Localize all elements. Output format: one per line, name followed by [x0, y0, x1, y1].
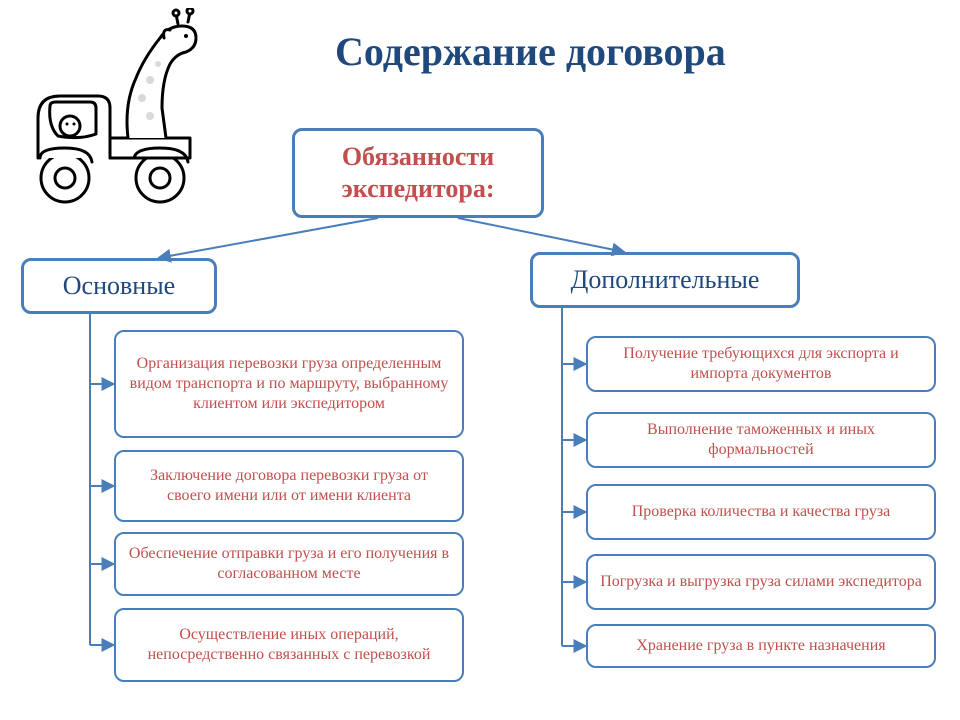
root-line2: экспедитора: [342, 174, 495, 203]
extra-item-text: Хранение груза в пункте назначения [636, 636, 885, 656]
truck-giraffe-icon [10, 8, 220, 213]
main-item-text: Организация перевозки груза определенным… [128, 354, 450, 414]
main-item: Обеспечение отправки груза и его получен… [114, 532, 464, 596]
extra-item: Хранение груза в пункте назначения [586, 624, 936, 668]
root-line1: Обязанности [342, 142, 494, 171]
branch-main-header: Основные [21, 258, 217, 314]
root-node: Обязанности экспедитора: [292, 128, 544, 218]
extra-item: Получение требующихся для экспорта и имп… [586, 336, 936, 392]
main-item: Осуществление иных операций, непосредств… [114, 608, 464, 682]
main-item-text: Заключение договора перевозки груза от с… [128, 466, 450, 506]
extra-item-text: Погрузка и выгрузка груза силами экспеди… [600, 572, 922, 592]
main-item-text: Осуществление иных операций, непосредств… [128, 625, 450, 665]
extra-item: Погрузка и выгрузка груза силами экспеди… [586, 554, 936, 610]
main-item: Организация перевозки груза определенным… [114, 330, 464, 438]
extra-item: Выполнение таможенных и иных формальност… [586, 412, 936, 468]
extra-item-text: Проверка количества и качества груза [632, 502, 891, 522]
branch-main-label: Основные [63, 270, 175, 303]
main-item-text: Обеспечение отправки груза и его получен… [128, 544, 450, 584]
extra-item-text: Выполнение таможенных и иных формальност… [600, 420, 922, 460]
branch-extra-header: Дополнительные [530, 252, 800, 308]
extra-item-text: Получение требующихся для экспорта и имп… [600, 344, 922, 384]
slide-title: Содержание договора [335, 28, 726, 75]
main-item: Заключение договора перевозки груза от с… [114, 450, 464, 522]
branch-extra-label: Дополнительные [571, 264, 760, 297]
extra-item: Проверка количества и качества груза [586, 484, 936, 540]
